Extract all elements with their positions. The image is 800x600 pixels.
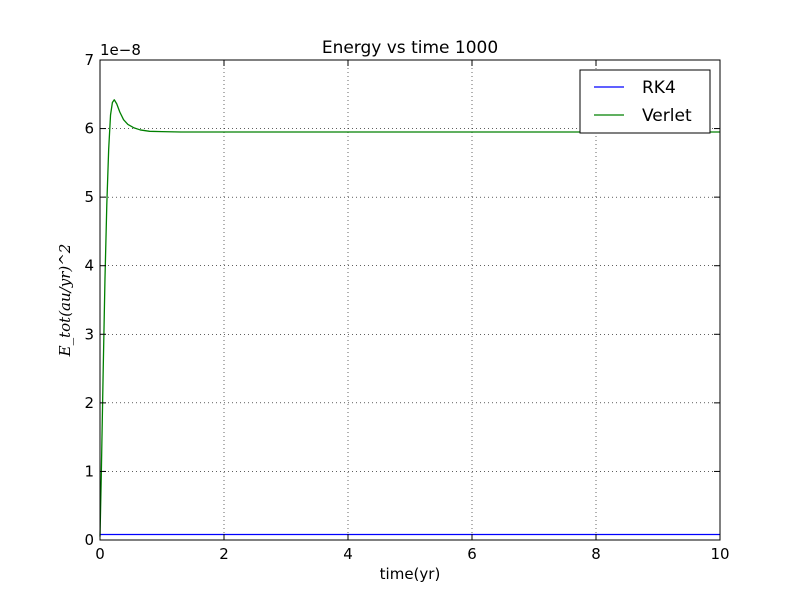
legend: RK4 Verlet: [579, 69, 711, 134]
y-tick-label: 3: [84, 325, 94, 343]
legend-box: [579, 69, 711, 134]
y-offset-text: 1e−8: [100, 41, 141, 59]
x-tick-label: 4: [343, 545, 353, 563]
y-tick-label: 0: [84, 531, 94, 549]
y-tick-label: 4: [84, 257, 94, 275]
x-tick-label: 0: [95, 545, 105, 563]
y-axis-label: E_tot(au/yr)^2: [56, 244, 74, 358]
x-tick-label: 8: [591, 545, 601, 563]
legend-label-rk4: RK4: [642, 78, 676, 98]
chart-title: Energy vs time 1000: [322, 38, 498, 58]
x-tick-label: 6: [467, 545, 477, 563]
series-line-verlet: [99, 99, 720, 537]
x-axis-label: time(yr): [380, 565, 441, 583]
y-tick-label: 2: [84, 394, 94, 412]
x-tick-label: 2: [219, 545, 229, 563]
x-tick-label: 10: [710, 545, 729, 563]
y-tick-label: 6: [84, 120, 94, 138]
legend-label-verlet: Verlet: [642, 106, 692, 126]
y-tick-label: 7: [84, 51, 94, 69]
plot-frame: [99, 59, 721, 541]
y-tick-label: 1: [84, 462, 94, 480]
y-tick-label: 5: [84, 188, 94, 206]
